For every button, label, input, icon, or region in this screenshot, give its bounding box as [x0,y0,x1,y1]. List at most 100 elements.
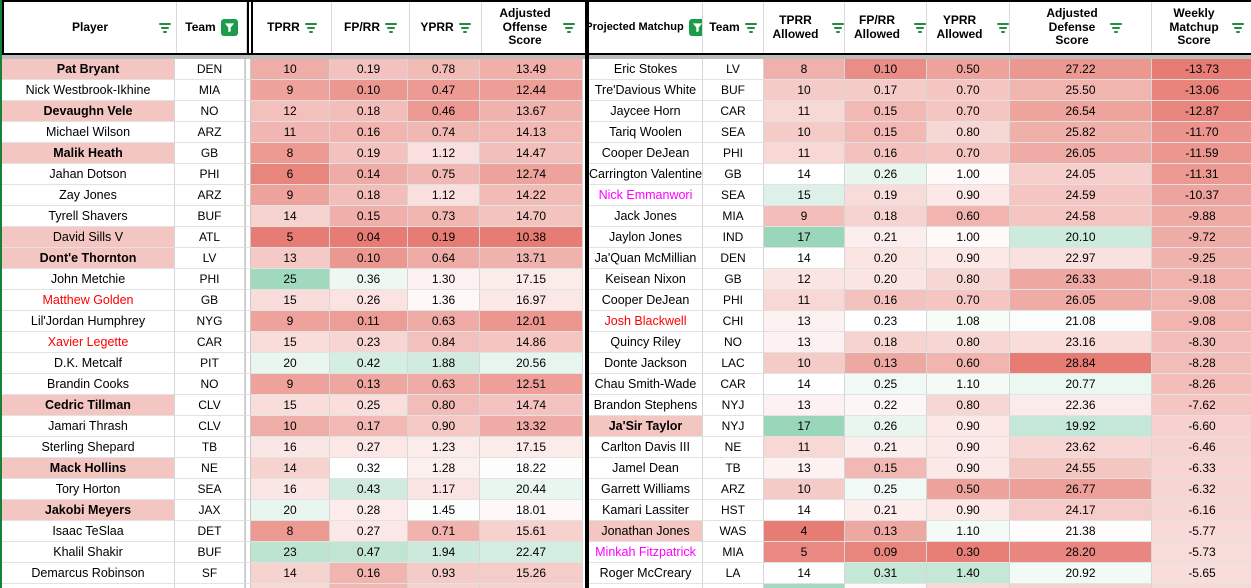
team-cell[interactable]: IND [703,227,764,248]
stat-cell[interactable]: 13.32 [480,416,583,437]
player-cell[interactable]: Tariq Woolen [589,122,703,143]
stat-cell[interactable]: 0.78 [408,59,480,80]
stat-cell[interactable]: 12.51 [480,374,583,395]
stat-cell[interactable]: 0.16 [330,563,408,584]
stat-cell[interactable]: 10 [764,353,845,374]
stat-cell[interactable]: 0.04 [330,227,408,248]
stat-cell[interactable]: 23.62 [1010,437,1152,458]
stat-cell[interactable]: 0.50 [927,59,1010,80]
stat-cell[interactable]: 0.11 [330,311,408,332]
stat-cell[interactable]: 0.19 [408,227,480,248]
stat-cell[interactable]: 23 [251,542,330,563]
stat-cell[interactable]: 26.77 [1010,479,1152,500]
stat-cell[interactable]: -6.33 [1152,458,1251,479]
team-cell[interactable]: BUF [175,542,245,563]
player-cell[interactable]: Jack Jones [589,206,703,227]
stat-cell[interactable]: 14 [764,374,845,395]
team-cell[interactable]: ARZ [703,479,764,500]
player-cell[interactable]: Khalil Shakir [2,542,175,563]
stat-cell[interactable]: 16.97 [480,290,583,311]
team-cell[interactable]: NE [703,437,764,458]
stat-cell[interactable]: 27.22 [1010,59,1152,80]
stat-cell[interactable]: 0.26 [845,164,927,185]
col-header-projected-matchup[interactable]: Projected Matchup [589,2,703,53]
player-cell[interactable]: D.K. Metcalf [2,353,175,374]
team-cell[interactable]: GB [175,143,245,164]
player-cell[interactable]: John Metchie [2,269,175,290]
stat-cell[interactable]: 0.43 [330,479,408,500]
stat-cell[interactable]: 0.60 [927,353,1010,374]
stat-cell[interactable]: -11.59 [1152,143,1251,164]
stat-cell[interactable]: -9.08 [1152,311,1251,332]
team-cell[interactable]: BUF [175,206,245,227]
stat-cell[interactable]: 14 [764,164,845,185]
team-cell[interactable]: PHI [703,143,764,164]
player-cell[interactable]: Kamari Lassiter [589,500,703,521]
team-cell[interactable]: PHI [703,290,764,311]
stat-cell[interactable]: 1.08 [927,311,1010,332]
stat-cell[interactable]: 1.23 [408,437,480,458]
stat-cell[interactable]: 23.16 [1010,332,1152,353]
stat-cell[interactable]: 18.01 [480,500,583,521]
player-cell[interactable]: Cedric Tillman [2,395,175,416]
stat-cell[interactable]: 1.30 [408,269,480,290]
stat-cell[interactable]: 0.19 [330,143,408,164]
stat-cell[interactable]: 14 [251,458,330,479]
stat-cell[interactable]: 0.21 [845,227,927,248]
player-cell[interactable]: Minkah Fitzpatrick [589,542,703,563]
stat-cell[interactable]: 12.01 [480,311,583,332]
stat-cell[interactable]: 12 [764,269,845,290]
player-cell[interactable]: Pat Bryant [2,59,175,80]
player-cell[interactable]: Nick Emmanwori [589,185,703,206]
stat-cell[interactable]: 10 [251,59,330,80]
col-header-player[interactable]: Player [4,2,177,53]
stat-cell[interactable]: 0.20 [845,248,927,269]
stat-cell[interactable]: 17.15 [480,269,583,290]
stat-cell[interactable]: 14 [764,500,845,521]
stat-cell[interactable]: 0.80 [927,395,1010,416]
stat-cell[interactable]: 9 [251,185,330,206]
stat-cell[interactable]: 0.80 [927,332,1010,353]
stat-cell[interactable]: 0.15 [845,122,927,143]
stat-cell[interactable]: 0.80 [927,269,1010,290]
stat-cell[interactable]: -8.28 [1152,353,1251,374]
stat-cell[interactable]: 22.97 [1010,248,1152,269]
stat-cell[interactable]: 0.46 [408,101,480,122]
stat-cell[interactable]: 15 [251,332,330,353]
active-filter-icon-team[interactable] [220,19,238,36]
stat-cell[interactable]: 17.15 [480,437,583,458]
team-cell[interactable]: SF [175,563,245,584]
team-cell[interactable]: MIA [703,542,764,563]
stat-cell[interactable]: -6.32 [1152,479,1251,500]
stat-cell[interactable]: 14.70 [480,206,583,227]
stat-cell[interactable]: 0.25 [845,479,927,500]
team-cell[interactable]: DET [175,521,245,542]
stat-cell[interactable]: 0.27 [330,521,408,542]
team-cell[interactable]: LA [703,563,764,584]
stat-cell[interactable]: 1.10 [927,374,1010,395]
stat-cell[interactable]: 16 [251,437,330,458]
stat-cell[interactable]: 11 [251,122,330,143]
stat-cell[interactable]: 0.63 [408,374,480,395]
stat-cell[interactable]: 0.47 [330,542,408,563]
stat-cell[interactable]: -13.73 [1152,59,1251,80]
stat-cell[interactable]: 20.92 [1010,563,1152,584]
team-cell[interactable]: JAX [175,500,245,521]
player-cell[interactable]: Jaylon Jones [589,227,703,248]
team-cell[interactable]: ARZ [175,185,245,206]
stat-cell[interactable]: 0.17 [845,80,927,101]
stat-cell[interactable]: 0.70 [927,290,1010,311]
stat-cell[interactable]: 11 [764,101,845,122]
stat-cell[interactable]: 12 [251,101,330,122]
stat-cell[interactable]: -6.46 [1152,437,1251,458]
player-cell[interactable]: Brandin Cooks [2,374,175,395]
team-cell[interactable]: WAS [703,521,764,542]
stat-cell[interactable]: 10 [764,122,845,143]
col-header-tprr[interactable]: TPRR [253,2,332,53]
stat-cell[interactable]: 0.60 [927,206,1010,227]
filter-icon-fp-rr[interactable] [385,22,397,33]
player-cell[interactable]: Demarcus Robinson [2,563,175,584]
team-cell[interactable]: ARZ [175,122,245,143]
stat-cell[interactable]: 26.33 [1010,269,1152,290]
stat-cell[interactable]: 28.84 [1010,353,1152,374]
